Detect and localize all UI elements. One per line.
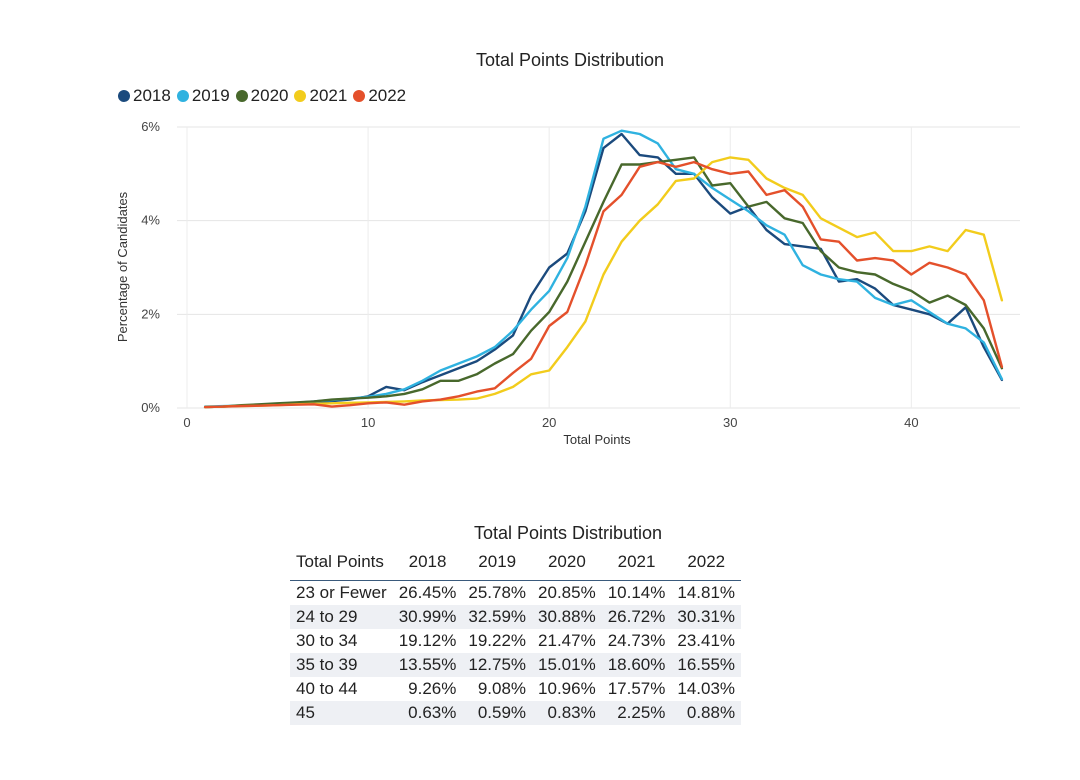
table-cell: 24 to 29: [296, 607, 358, 626]
table-header-row: Total Points 2018 2019 2020 2021 2022: [290, 548, 742, 581]
legend-marker: [176, 90, 189, 102]
table-cell: 35 to 39: [296, 655, 358, 674]
table-cell: 23.41%: [677, 631, 736, 650]
table-cell: 30.99%: [398, 607, 457, 626]
legend-marker: [235, 90, 248, 102]
table-row: 23 or Fewer 26.45% 25.78% 20.85% 10.14% 14.81…: [290, 581, 741, 606]
table-cell: 30.31%: [677, 607, 736, 626]
series-line-2018: [203, 132, 1004, 409]
table-cell: 15.01%: [538, 655, 596, 674]
legend-marker: [118, 90, 130, 102]
table-cell: 19.22%: [468, 631, 527, 650]
table-cell: 0.59%: [477, 703, 527, 722]
table-header-cell: 2019: [478, 552, 517, 571]
table-row: 45 0.63% 0.59% 0.83% 2.25% 0.88%: [290, 701, 742, 725]
legend-label: 2018: [133, 86, 171, 105]
table-row: 30 to 34 19.12% 19.22% 21.47% 24.73% 23.41%: [290, 629, 741, 653]
legend-marker: [294, 90, 307, 102]
table-header-cell: 2020: [547, 552, 586, 571]
legend-item-2018: 2018: [118, 86, 171, 106]
table-cell: 17.57%: [607, 679, 666, 698]
legend-item-2019: 2019: [176, 86, 230, 106]
y-axis-label: Percentage of Candidates: [115, 191, 130, 342]
legend-label: 2022: [368, 86, 407, 105]
legend-item-2021: 2021: [294, 86, 347, 106]
table-header-cell: Total Points: [296, 552, 384, 571]
x-tick-label: 40: [904, 415, 918, 430]
table-cell: 26.72%: [607, 607, 666, 626]
distribution-table: Total Points 2018 2019 2020 2021 2022 23 or F…: [290, 548, 742, 725]
table-cell: 0.83%: [547, 703, 596, 722]
table-cell: 16.55%: [677, 655, 736, 674]
table-cell: 24.73%: [607, 631, 666, 650]
table-cell: 9.08%: [477, 679, 527, 698]
table-row: 40 to 44 9.26% 9.08% 10.96% 17.57% 14.03%: [290, 677, 741, 701]
y-tick-label: 0%: [141, 400, 160, 415]
x-tick-label: 0: [183, 415, 190, 430]
table-cell: 13.55%: [398, 655, 457, 674]
table-cell: 10.96%: [538, 679, 596, 698]
series-line-2021: [203, 156, 1004, 409]
table-row: 24 to 29 30.99% 32.59% 30.88% 26.72% 30.31%: [290, 605, 742, 629]
y-tick-label: 6%: [141, 119, 160, 134]
table-cell: 14.03%: [677, 679, 736, 698]
x-axis-label: Total Points: [563, 432, 631, 447]
table-title: Total Points Distribution: [473, 523, 663, 543]
table-cell: 40 to 44: [296, 679, 358, 698]
table-cell: 23 or Fewer: [296, 583, 387, 602]
table-cell: 20.85%: [538, 583, 596, 602]
table-cell: 26.45%: [398, 583, 457, 602]
table-body: 23 or Fewer 26.45% 25.78% 20.85% 10.14% 14.81…: [290, 581, 742, 725]
table-cell: 45: [296, 703, 315, 722]
table-row: 35 to 39 13.55% 12.75% 15.01% 18.60% 16.55%: [290, 653, 742, 677]
grid-lines: [177, 126, 1020, 409]
table-cell: 30.88%: [538, 607, 596, 626]
table-cell: 0.88%: [686, 703, 736, 722]
table-cell: 9.26%: [408, 679, 457, 698]
y-tick-label: 2%: [141, 306, 160, 321]
table-cell: 10.14%: [607, 583, 666, 602]
legend-item-2022: 2022: [353, 86, 406, 106]
legend-label: 2020: [250, 86, 289, 105]
legend-marker: [353, 90, 366, 102]
table-cell: 30 to 34: [296, 631, 358, 650]
series-line-2019: [203, 129, 1004, 408]
legend-label: 2021: [309, 86, 348, 105]
table-cell: 32.59%: [468, 607, 527, 626]
table-cell: 0.63%: [408, 703, 457, 722]
table-header-cell: 2021: [617, 552, 656, 571]
table-cell: 18.60%: [607, 655, 666, 674]
chart-title: Total Points Distribution: [475, 50, 665, 70]
table-cell: 12.75%: [468, 655, 527, 674]
table-cell: 2.25%: [617, 703, 666, 722]
table-cell: 25.78%: [468, 583, 527, 602]
x-tick-label: 30: [723, 415, 737, 430]
series-lines: [203, 129, 1004, 409]
x-tick-label: 20: [542, 415, 556, 430]
series-line-2022: [203, 160, 1004, 409]
series-line-2020: [203, 156, 1004, 409]
x-tick-label: 10: [361, 415, 375, 430]
line-chart: 0% 2% 4% 6% 0 10 20 30 40 Total Points Percentag…: [115, 119, 1020, 447]
axis-ticks: 0% 2% 4% 6% 0 10 20 30 40: [141, 119, 918, 430]
table-cell: 21.47%: [538, 631, 596, 650]
table-header-cell: 2022: [687, 552, 726, 571]
legend-label: 2019: [191, 86, 230, 105]
table-cell: 14.81%: [677, 583, 736, 602]
table-cell: 19.12%: [398, 631, 457, 650]
chart-legend: 2018 2019 2020 2021 2022: [118, 86, 406, 106]
table-header-cell: 2018: [408, 552, 447, 571]
y-tick-label: 4%: [141, 213, 160, 228]
legend-item-2020: 2020: [235, 86, 289, 106]
